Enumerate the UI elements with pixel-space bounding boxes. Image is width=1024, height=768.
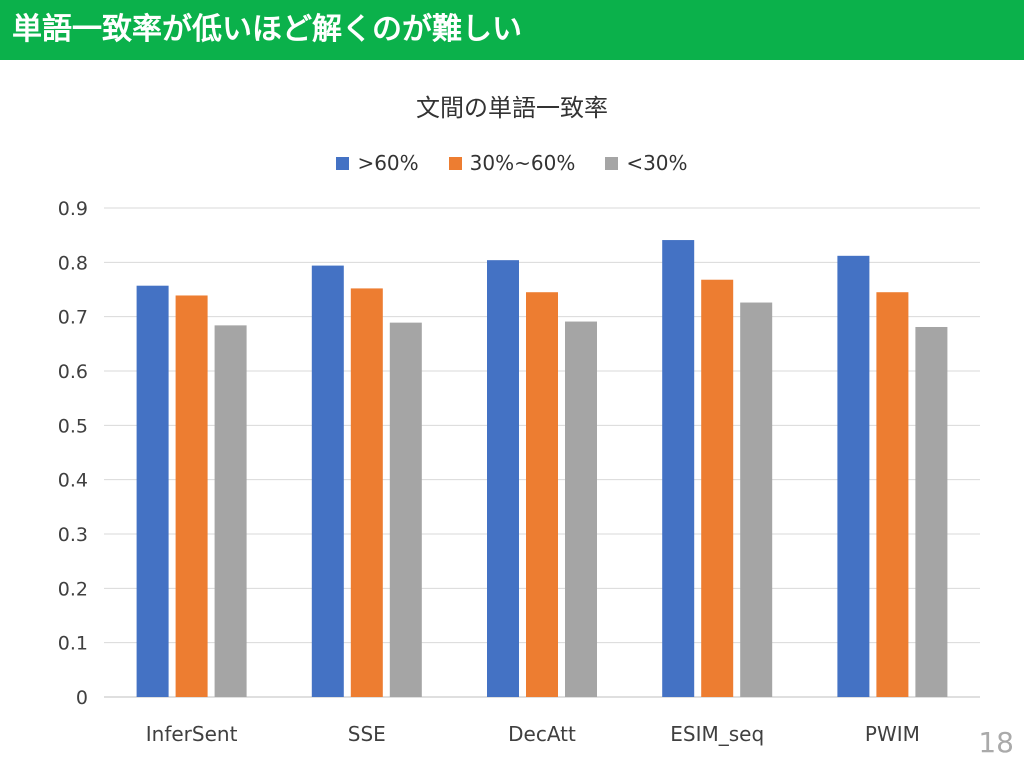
title-banner: 単語一致率が低いほど解くのが難しい [0, 0, 1024, 60]
bar-esim-seq-series-1 [701, 279, 734, 697]
legend-label-series-2: <30% [626, 151, 688, 175]
y-tick-label-3: 0.3 [58, 524, 88, 546]
legend-swatch-series-0 [336, 156, 350, 170]
chart-legend: >60% 30%~60% <30% [0, 151, 1024, 175]
bar-infersent-series-1 [175, 295, 208, 697]
bar-sse-series-0 [311, 265, 344, 697]
legend-swatch-series-2 [605, 156, 619, 170]
bar-pwim-series-2 [915, 326, 948, 697]
x-tick-label-2: DecAtt [508, 722, 576, 746]
bar-infersent-series-0 [136, 285, 169, 697]
legend-item-series-0: >60% [336, 151, 419, 175]
legend-swatch-series-1 [448, 156, 462, 170]
slide-title: 単語一致率が低いほど解くのが難しい [12, 12, 522, 47]
y-tick-label-4: 0.4 [58, 470, 88, 492]
legend-item-series-1: 30%~60% [448, 151, 576, 175]
bar-pwim-series-1 [876, 292, 909, 697]
y-tick-label-6: 0.6 [58, 361, 88, 383]
bar-sse-series-1 [350, 288, 383, 697]
bar-sse-series-2 [389, 322, 422, 697]
bar-pwim-series-0 [837, 255, 870, 697]
y-tick-label-1: 0.1 [58, 633, 88, 655]
legend-label-series-1: 30%~60% [469, 151, 576, 175]
bar-infersent-series-2 [214, 325, 247, 697]
x-tick-label-1: SSE [348, 722, 386, 746]
y-tick-label-9: 0.9 [58, 198, 88, 220]
bar-esim-seq-series-2 [740, 302, 773, 697]
legend-label-series-0: >60% [357, 151, 419, 175]
bar-decatt-series-0 [487, 260, 519, 697]
x-tick-label-3: ESIM_seq [670, 722, 764, 746]
x-tick-label-4: PWIM [865, 722, 920, 746]
y-tick-label-5: 0.5 [58, 415, 88, 437]
page-number: 18 [978, 726, 1014, 759]
y-tick-label-8: 0.8 [58, 252, 88, 274]
y-tick-label-0: 0 [76, 687, 88, 709]
y-tick-label-7: 0.7 [58, 307, 88, 329]
x-tick-label-0: InferSent [146, 722, 238, 746]
chart-title: 文間の単語一致率 [416, 94, 608, 122]
bar-decatt-series-1 [526, 292, 558, 697]
bar-esim-seq-series-0 [662, 240, 695, 697]
bar-decatt-series-2 [565, 321, 597, 697]
legend-item-series-2: <30% [605, 151, 688, 175]
y-tick-label-2: 0.2 [58, 578, 88, 600]
